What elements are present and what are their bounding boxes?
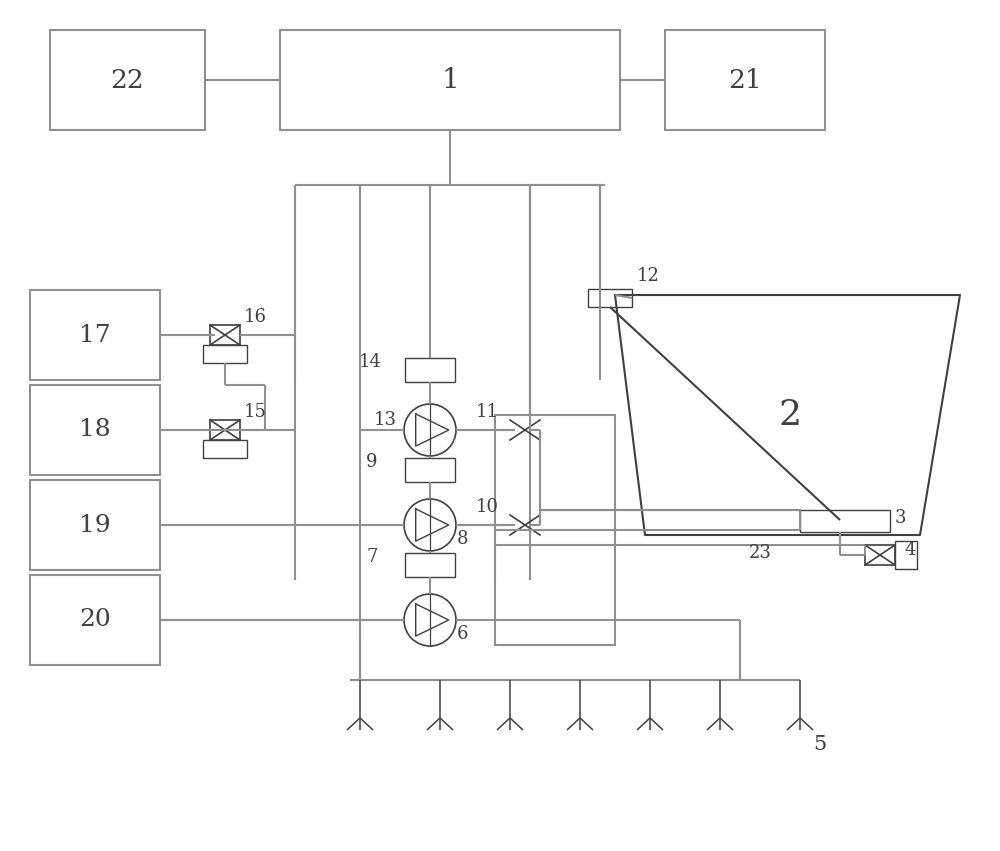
Bar xyxy=(30,290,160,380)
Text: 1: 1 xyxy=(441,66,459,94)
Text: 11: 11 xyxy=(476,403,498,421)
Text: 6: 6 xyxy=(456,625,468,643)
Text: 18: 18 xyxy=(79,419,111,442)
Text: 3: 3 xyxy=(894,509,906,527)
Bar xyxy=(203,440,247,458)
Text: 12: 12 xyxy=(637,267,659,285)
Bar xyxy=(495,415,615,645)
Text: 17: 17 xyxy=(79,323,111,346)
Text: 13: 13 xyxy=(374,411,396,429)
Bar xyxy=(895,541,917,569)
Text: 16: 16 xyxy=(244,308,266,326)
Bar xyxy=(665,30,825,130)
Text: 15: 15 xyxy=(244,403,266,421)
Text: 22: 22 xyxy=(110,67,144,93)
Circle shape xyxy=(404,499,456,551)
Circle shape xyxy=(404,594,456,646)
Text: 23: 23 xyxy=(749,544,771,562)
Bar xyxy=(503,535,547,553)
Bar xyxy=(503,440,547,458)
Text: 9: 9 xyxy=(366,453,378,471)
Bar xyxy=(280,30,620,130)
Text: 4: 4 xyxy=(904,541,916,559)
Bar xyxy=(405,358,455,382)
Bar xyxy=(865,545,895,565)
Text: 5: 5 xyxy=(813,735,827,755)
Bar xyxy=(30,575,160,665)
Bar xyxy=(510,515,540,535)
Text: 10: 10 xyxy=(476,498,498,516)
Bar xyxy=(30,480,160,570)
Bar xyxy=(203,345,247,363)
Bar xyxy=(50,30,205,130)
Circle shape xyxy=(404,404,456,456)
Bar xyxy=(210,325,240,345)
Text: 20: 20 xyxy=(79,608,111,631)
Bar xyxy=(510,420,540,440)
Text: 8: 8 xyxy=(456,530,468,548)
Bar xyxy=(405,458,455,482)
Text: 2: 2 xyxy=(778,398,802,432)
Text: 14: 14 xyxy=(359,353,381,371)
Bar xyxy=(588,289,632,307)
Text: 19: 19 xyxy=(79,513,111,536)
Bar xyxy=(210,420,240,440)
Bar xyxy=(800,510,890,532)
Text: 21: 21 xyxy=(728,67,762,93)
Bar xyxy=(405,553,455,577)
Text: 7: 7 xyxy=(366,548,378,566)
Bar xyxy=(30,385,160,475)
